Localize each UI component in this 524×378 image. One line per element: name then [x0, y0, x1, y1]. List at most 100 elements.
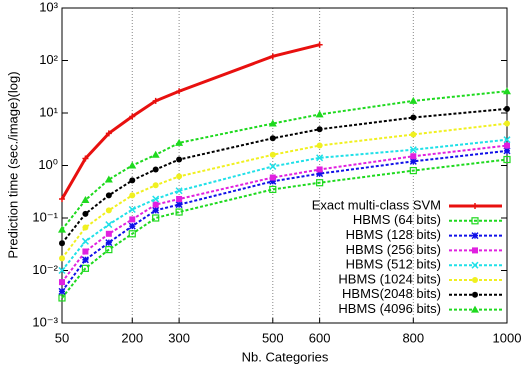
marker-shape [472, 247, 478, 254]
marker-shape [175, 187, 183, 195]
legend-key [449, 203, 502, 209]
x-tick-label: 50 [55, 330, 69, 345]
x-tick-label: 500 [262, 330, 284, 345]
data-point [152, 97, 159, 104]
data-point [316, 41, 323, 48]
data-point [503, 147, 511, 155]
legend-label: HBMS (128 bits) [346, 227, 441, 242]
data-point [269, 53, 276, 60]
marker-shape [58, 294, 66, 302]
marker-shape [269, 185, 277, 194]
marker-shape [409, 96, 418, 104]
data-point [152, 195, 160, 203]
marker-shape [269, 151, 276, 158]
data-point [104, 175, 113, 183]
y-tick-label: 10⁰ [38, 157, 58, 172]
y-tick-label: 10³ [39, 0, 58, 14]
data-point [504, 105, 510, 112]
marker-shape [269, 174, 276, 181]
plot-frame [61, 7, 508, 324]
data-point [128, 205, 136, 214]
marker-shape [82, 248, 89, 255]
series-line [61, 158, 508, 299]
marker-shape [503, 87, 511, 95]
marker-shape [59, 255, 65, 262]
marker-shape [151, 150, 160, 158]
data-point [176, 173, 183, 180]
y-tick-label: 10² [39, 52, 58, 67]
marker-shape [316, 41, 323, 48]
data-point [105, 230, 112, 237]
x-tick-label: 300 [168, 330, 190, 345]
marker-shape [152, 195, 160, 203]
legend-key [449, 217, 502, 225]
marker-shape [504, 120, 510, 127]
y-tick-label: 10⁻² [32, 262, 58, 277]
legend-label: HBMS(2048 bits) [342, 286, 441, 301]
marker-shape [316, 126, 323, 133]
data-point [59, 255, 65, 262]
x-tick-label: 800 [402, 330, 424, 345]
data-point [269, 177, 277, 185]
marker-shape [105, 230, 112, 237]
marker-shape [82, 155, 89, 162]
marker-shape [269, 53, 276, 60]
data-point [176, 196, 183, 203]
marker-shape [472, 277, 478, 283]
x-tick-label: 1000 [493, 330, 522, 345]
marker-shape [472, 291, 478, 298]
data-point [58, 225, 66, 233]
marker-shape [128, 222, 136, 230]
data-point [175, 208, 183, 216]
marker-shape [59, 196, 65, 203]
data-point [409, 157, 417, 165]
data-point [410, 114, 417, 121]
x-tick-label: 600 [309, 330, 331, 345]
data-point [152, 206, 160, 214]
legend-marker [471, 217, 479, 225]
data-point [81, 256, 89, 264]
marker-shape [471, 232, 479, 240]
data-point [128, 161, 137, 169]
marker-shape [152, 201, 159, 208]
marker-shape [409, 146, 417, 154]
legend-label: HBMS (256 bits) [346, 242, 441, 257]
data-point [152, 166, 159, 173]
marker-shape [58, 287, 66, 295]
marker-shape [82, 210, 89, 217]
marker-shape [59, 279, 65, 286]
x-tick-label: 200 [121, 330, 143, 345]
legend-marker [472, 291, 478, 298]
legend-key [449, 261, 502, 269]
data-point [82, 155, 89, 162]
series-line [61, 90, 508, 231]
marker-shape [81, 196, 90, 204]
marker-shape [268, 119, 277, 127]
legend-key [449, 305, 502, 313]
marker-shape [152, 97, 159, 104]
data-point [81, 264, 90, 272]
series-line [61, 144, 508, 283]
marker-shape [105, 207, 112, 214]
marker-shape [176, 156, 183, 163]
data-point [268, 119, 277, 127]
legend-key [449, 291, 502, 298]
marker-shape [105, 239, 113, 247]
data-point [409, 166, 417, 175]
marker-shape [471, 305, 479, 313]
data-point [409, 146, 417, 154]
marker-shape [472, 203, 478, 209]
legend-marker [472, 277, 478, 283]
data-point [175, 187, 183, 195]
marker-shape [316, 142, 323, 149]
data-point [175, 201, 183, 209]
legend-marker [472, 247, 478, 254]
legend-key [449, 232, 502, 240]
legend-marker [471, 305, 479, 313]
data-point [316, 154, 324, 162]
marker-shape [81, 256, 89, 264]
data-point [128, 230, 136, 238]
marker-shape [81, 264, 90, 272]
marker-shape [129, 113, 136, 120]
